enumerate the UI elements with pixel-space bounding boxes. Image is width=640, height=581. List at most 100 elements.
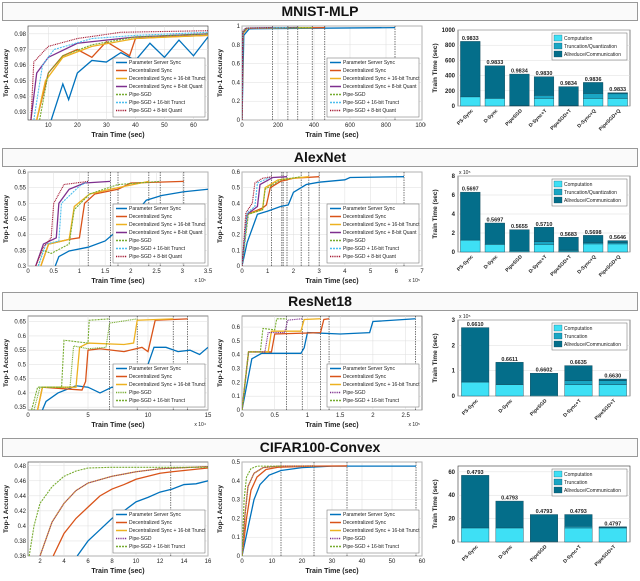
legend-swatch	[554, 471, 562, 477]
y-tick-label: 0.45	[14, 217, 26, 223]
bar-communication	[461, 475, 489, 528]
bar-truncation	[565, 526, 593, 528]
x-tick-label: 10	[269, 559, 276, 565]
x-tick-label: 0	[26, 269, 30, 275]
legend-entry: Pipe-SGD	[343, 92, 366, 98]
row-title: ResNet18	[2, 292, 638, 311]
y-tick-label: 0.6	[232, 325, 241, 331]
bar-communication	[534, 227, 554, 241]
x-tick-label: 40	[132, 123, 139, 129]
legend-swatch	[554, 35, 562, 41]
row-title: AlexNet	[2, 148, 638, 167]
bar-chart: 024680.5697PS-Sync0.5697D-Sync0.5655Pipe…	[428, 168, 640, 290]
legend-entry: Parameter Server Sync	[343, 60, 395, 66]
x-tick-label: 60	[419, 559, 426, 565]
x-exponent: x 10⁴	[194, 422, 206, 428]
x-axis-label: Train Time (sec)	[305, 422, 358, 429]
y-tick-label: 0.36	[14, 554, 26, 560]
bar-computation	[608, 244, 628, 252]
y-tick-label: 0.1	[232, 248, 241, 254]
y-tick-label: 0.6	[18, 334, 27, 340]
x-tick-label: 0.5	[271, 413, 280, 419]
bar-communication	[565, 366, 593, 381]
legend-swatch	[554, 487, 562, 493]
y-tick-label: 0.4	[18, 391, 27, 397]
bar-communication	[565, 515, 593, 527]
y-tick-label: 0.4	[232, 479, 241, 485]
legend-entry: Pipe-SGD + 16-bit Trunct	[129, 246, 186, 252]
legend-entry: Pipe-SGD + 8-bit Quant	[343, 108, 397, 114]
x-tick-label: 0	[240, 559, 244, 565]
x-tick-label: 10	[145, 413, 152, 419]
bar-communication	[460, 41, 480, 96]
legend-entry: Pipe-SGD + 16-bit Trunct	[343, 246, 400, 252]
x-tick-label: 50	[161, 123, 168, 129]
bar-computation	[460, 97, 480, 106]
x-tick-label: 1.5	[101, 269, 110, 275]
y-tick-label: 0.2	[232, 233, 241, 239]
y-tick-label: 0.1	[232, 535, 241, 541]
y-axis-label: Top-1 Accuracy	[3, 49, 10, 97]
bar-computation	[565, 528, 593, 542]
legend-entry: Pipe-SGD	[129, 390, 152, 396]
y-tick-label: 0.42	[14, 509, 26, 515]
legend-entry: Decentralized Sync	[129, 520, 173, 526]
legend-swatch	[554, 189, 562, 195]
y-tick-label: 0	[452, 394, 456, 400]
bar-value-label: 0.6611	[501, 357, 518, 363]
legend-entry: Decentralized Sync	[343, 68, 387, 74]
legend-entry: Parameter Server Sync	[129, 366, 181, 372]
x-tick-label: 0	[240, 413, 244, 419]
y-axis-label: Train Time (sec)	[432, 189, 439, 238]
legend-entry: Allreduce/Communication	[564, 52, 621, 58]
legend-entry: Decentralized Sync + 16-bit Trunct	[129, 222, 206, 228]
bar-value-label: 0.4793	[467, 470, 484, 476]
bar-communication	[496, 501, 524, 528]
legend-swatch	[554, 479, 562, 485]
y-tick-label: 0.95	[14, 79, 26, 85]
x-tick-label: 3	[317, 269, 321, 275]
legend-entry: Decentralized Sync + 8-bit Quant	[129, 84, 203, 90]
legend-entry: Allreduce/Communication	[564, 198, 621, 204]
x-tick-label: 6	[395, 269, 399, 275]
legend-entry: Decentralized Sync + 16-bit Trunct	[129, 528, 206, 534]
bar-value-label: 0.4793	[570, 509, 587, 515]
legend-entry: Parameter Server Sync	[129, 60, 181, 66]
bar-computation	[565, 385, 593, 396]
bar-computation	[461, 382, 489, 396]
y-tick-label: 0.98	[14, 32, 26, 38]
legend-entry: Allreduce/Communication	[564, 342, 621, 348]
legend-entry: Pipe-SGD	[343, 390, 366, 396]
x-tick-label: 20	[299, 559, 306, 565]
legend-entry: Decentralized Sync + 8-bit Quant	[343, 230, 417, 236]
bar-value-label: 0.4793	[536, 509, 553, 515]
bar-communication	[496, 362, 524, 384]
x-tick-label: 10	[45, 123, 52, 129]
legend-entry: Parameter Server Sync	[129, 512, 181, 518]
x-tick-label: 4	[343, 269, 347, 275]
legend-entry: Decentralized Sync + 16-bit Trunct	[129, 76, 206, 82]
x-tick-label: 50	[389, 559, 396, 565]
x-tick-label: 30	[103, 123, 110, 129]
x-axis-label: Train Time (sec)	[91, 132, 144, 139]
bar-computation	[583, 244, 603, 252]
y-tick-label: 0.3	[232, 367, 241, 373]
legend-entry: Decentralized Sync	[129, 214, 173, 220]
bar-value-label: 0.9833	[462, 36, 479, 42]
y-axis-label: Top-1 Accuracy	[3, 485, 10, 533]
x-tick-label: 1000	[415, 123, 426, 129]
y-tick-label: 0.48	[14, 464, 26, 470]
category-label: D-Sync	[498, 544, 515, 561]
legend-entry: Truncation/Quantization	[564, 190, 617, 196]
x-tick-label: 30	[329, 559, 336, 565]
category-label: PipeSGD	[504, 254, 524, 274]
bar-value-label: 0.5646	[609, 235, 626, 241]
bar-communication	[461, 328, 489, 382]
